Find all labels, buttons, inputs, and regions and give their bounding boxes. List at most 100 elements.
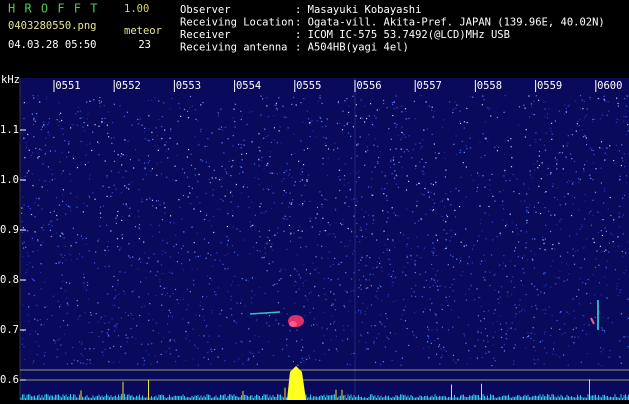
noise-dot <box>232 135 234 137</box>
noise-dot <box>319 191 321 193</box>
noise-dot <box>169 221 171 224</box>
noise-dot <box>441 215 443 218</box>
noise-dot <box>313 318 316 320</box>
noise-dot <box>625 252 627 254</box>
noise-dot <box>567 142 569 144</box>
noise-dot <box>101 351 104 353</box>
noise-dot <box>437 280 439 282</box>
noise-dot <box>31 277 33 280</box>
noise-dot <box>484 328 487 330</box>
noise-dot <box>612 241 614 243</box>
noise-dot <box>115 296 117 298</box>
noise-dot <box>344 100 346 102</box>
noise-dot <box>205 257 207 259</box>
noise-dot <box>585 333 588 335</box>
noise-dot <box>502 208 505 210</box>
noise-dot <box>296 270 298 272</box>
noise-dot <box>347 245 349 247</box>
noise-dot <box>466 363 468 366</box>
noise-dot <box>138 227 140 229</box>
noise-dot <box>272 114 275 117</box>
noise-dot <box>123 290 125 292</box>
noise-dot <box>161 137 163 140</box>
noise-dot <box>195 314 197 316</box>
noise-dot <box>308 217 311 219</box>
noise-dot <box>188 322 190 324</box>
filename: 0403280550.png <box>8 20 97 32</box>
noise-dot <box>300 173 302 176</box>
noise-dot <box>400 318 402 321</box>
noise-dot <box>301 230 303 232</box>
noise-dot <box>390 159 392 161</box>
noise-dot <box>266 105 268 107</box>
noise-dot <box>532 327 534 329</box>
noise-dot <box>377 287 379 289</box>
noise-dot <box>430 183 432 185</box>
noise-dot <box>531 113 533 115</box>
noise-dot <box>237 205 239 208</box>
noise-dot <box>293 232 296 235</box>
noise-dot <box>27 230 29 232</box>
noise-dot <box>368 115 370 117</box>
noise-dot <box>224 254 227 257</box>
noise-dot <box>368 134 370 136</box>
noise-dot <box>445 169 447 171</box>
noise-dot <box>203 335 205 337</box>
noise-dot <box>588 212 590 214</box>
noise-dot <box>492 239 494 241</box>
noise-dot <box>160 341 163 343</box>
noise-dot <box>30 154 32 157</box>
noise-dot <box>522 284 524 286</box>
noise-dot <box>567 345 570 347</box>
noise-dot <box>117 245 119 248</box>
noise-dot <box>515 247 517 249</box>
noise-dot <box>566 279 569 281</box>
noise-dot <box>92 192 94 194</box>
noise-dot <box>524 136 527 138</box>
noise-dot <box>602 219 604 221</box>
noise-dot <box>395 214 397 216</box>
time-label: 0556 <box>356 80 381 92</box>
noise-dot <box>441 325 444 327</box>
noise-dot <box>479 222 482 224</box>
noise-dot <box>360 288 362 290</box>
noise-dot <box>89 100 91 102</box>
noise-dot <box>120 153 123 155</box>
time-label: 0559 <box>537 80 562 92</box>
noise-dot <box>295 291 297 293</box>
noise-dot <box>168 331 170 333</box>
noise-dot <box>610 232 612 234</box>
noise-dot <box>271 207 273 209</box>
noise-dot <box>268 188 270 191</box>
noise-dot <box>120 247 122 249</box>
noise-dot <box>360 117 362 119</box>
noise-dot <box>275 104 277 106</box>
noise-dot <box>151 343 153 345</box>
noise-dot <box>206 275 209 277</box>
noise-dot <box>596 313 598 315</box>
noise-dot <box>480 260 483 262</box>
noise-dot <box>447 264 449 266</box>
noise-dot <box>104 117 106 119</box>
noise-dot <box>98 100 100 102</box>
noise-dot <box>551 314 553 317</box>
noise-dot <box>492 195 494 197</box>
noise-dot <box>51 225 53 227</box>
noise-dot <box>281 202 283 204</box>
noise-dot <box>125 170 127 172</box>
noise-dot <box>374 138 377 140</box>
noise-dot <box>70 192 72 194</box>
noise-dot <box>306 110 308 112</box>
noise-dot <box>210 225 213 227</box>
noise-dot <box>485 346 487 348</box>
noise-dot <box>186 176 189 178</box>
noise-dot <box>194 251 196 253</box>
noise-dot <box>560 311 562 313</box>
noise-dot <box>294 152 296 154</box>
noise-dot <box>213 231 215 234</box>
noise-dot <box>199 202 201 204</box>
noise-dot <box>170 128 172 130</box>
noise-dot <box>175 349 177 351</box>
noise-dot <box>616 97 618 99</box>
noise-dot <box>42 241 44 243</box>
